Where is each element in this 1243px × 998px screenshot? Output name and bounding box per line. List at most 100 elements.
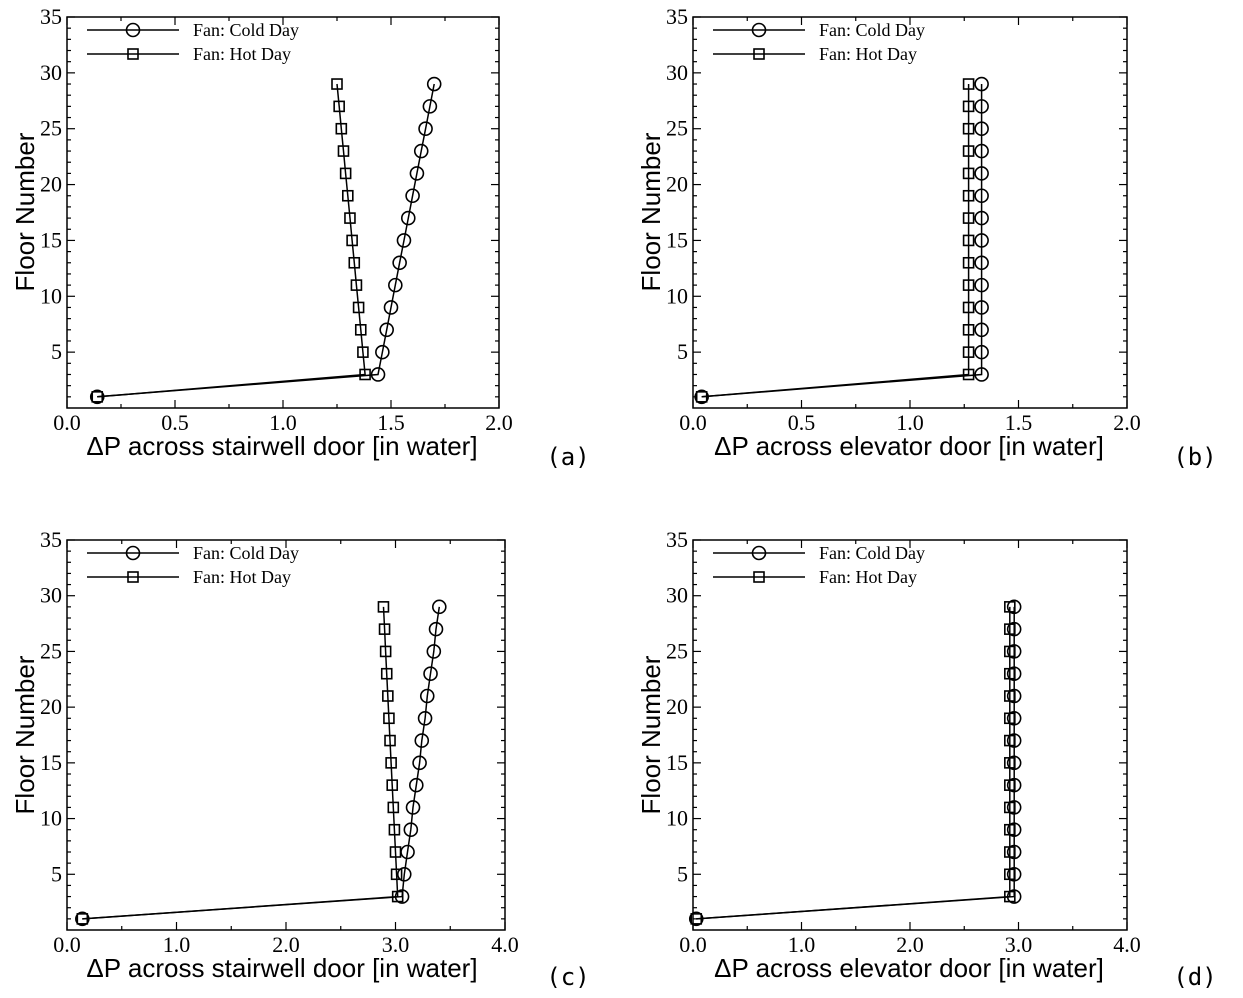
series-line-1 [696,606,1015,920]
data-point-circle [426,644,442,659]
data-point-circle [974,210,989,226]
data-point-circle [426,76,442,92]
legend-label: Fan: Hot Day [819,567,917,587]
y-axis-label: Floor Number [10,132,40,291]
data-point-circle [422,99,438,114]
plot-frame [66,539,506,931]
data-point-circle [419,688,435,704]
legend-marker-square [127,48,139,60]
data-point-circle [974,367,989,382]
y-tick-label: 20 [40,172,62,197]
y-tick-label: 10 [40,806,62,831]
data-point-square [383,712,395,725]
data-point-circle [375,344,390,360]
panel-tag: (b) [1173,443,1216,471]
y-tick-label: 25 [666,116,688,141]
data-point-square [76,913,89,925]
data-point-circle [974,344,989,360]
legend-label: Fan: Cold Day [193,20,299,40]
data-point-square [348,256,361,269]
legend-marker-circle [751,22,767,38]
legend-label: Fan: Cold Day [819,543,925,563]
data-point-circle [1006,688,1022,704]
chart-panel-2: 0.0 0.5 1.0 1.5 2.0 5 10 15 20 25 30 35 ΔP across el… [636,4,1217,471]
panel-tag: (c) [546,963,589,991]
data-point-square [962,368,975,381]
data-point-circle [1006,755,1022,771]
x-tick-label: 1.0 [896,410,924,435]
data-point-circle [418,121,433,137]
x-tick-label: 2.0 [272,932,300,957]
data-point-circle [974,255,989,271]
data-point-square [962,279,975,291]
x-axis-label: ΔP across elevator door [in water] [714,953,1104,983]
data-point-square [388,823,401,836]
y-tick-label: 5 [677,861,688,886]
legend-marker-circle [751,545,767,561]
data-point-circle [974,121,989,137]
series-line-1 [701,84,983,398]
data-point-square [389,846,402,858]
y-tick-label: 15 [666,750,688,775]
x-tick-label: 0.0 [679,932,707,957]
x-tick-label: 1.5 [377,410,405,435]
x-tick-label: 4.0 [1113,932,1141,957]
data-point-square [344,212,356,224]
x-tick-label: 0.0 [679,410,707,435]
data-point-square [384,734,396,747]
data-point-circle [413,143,429,159]
x-axis-label: ΔP across elevator door [in water] [714,431,1104,461]
legend-marker-square [753,48,765,60]
series-line-2 [696,606,1011,920]
legend-marker-circle [125,22,141,38]
data-point-circle [388,277,403,293]
data-point-square [341,189,354,202]
data-point-square [359,368,371,381]
data-point-square [357,346,369,358]
data-point-circle [974,166,989,181]
chart-panel-3: 0.0 1.0 2.0 3.0 4.0 5 10 15 20 25 30 35 ΔP across st… [10,527,590,991]
data-point-circle [1006,710,1022,726]
y-axis-label: Floor Number [636,655,666,814]
data-point-square [962,256,975,269]
data-point-circle [1006,822,1022,838]
data-point-square [1004,868,1016,881]
data-point-circle [383,300,399,315]
data-point-square [1004,734,1016,747]
data-point-square [962,100,975,113]
data-point-square [1004,801,1016,814]
data-point-square [1004,667,1016,680]
data-point-square [962,301,975,314]
data-point-circle [1006,800,1022,815]
x-tick-label: 1.0 [163,932,191,957]
data-point-circle [1006,866,1022,882]
x-tick-label: 0.5 [788,410,816,435]
legend-marker-circle [125,545,141,561]
data-point-circle [409,166,425,181]
data-point-square [391,890,404,903]
x-tick-label: 4.0 [491,932,519,957]
data-point-square [962,189,975,202]
x-tick-label: 3.0 [382,932,410,957]
y-tick-label: 30 [666,583,688,608]
data-point-circle [392,255,407,271]
x-tick-label: 2.0 [896,932,924,957]
y-tick-label: 15 [666,227,688,252]
legend-label: Fan: Cold Day [193,543,299,563]
data-point-circle [400,210,416,226]
y-tick-label: 25 [40,116,62,141]
y-tick-label: 35 [40,527,62,552]
x-tick-label: 1.0 [269,410,297,435]
data-point-square [1004,823,1016,836]
x-tick-label: 0.5 [161,410,189,435]
panel-tag: (d) [1173,963,1216,991]
panel-tag: (a) [546,443,589,471]
data-point-square [1004,846,1016,858]
data-point-circle [1006,844,1022,860]
y-tick-label: 25 [40,638,62,663]
data-point-square [962,234,975,247]
legend-marker-square [127,571,139,583]
data-point-square [962,122,975,135]
x-tick-label: 0.0 [53,932,81,957]
